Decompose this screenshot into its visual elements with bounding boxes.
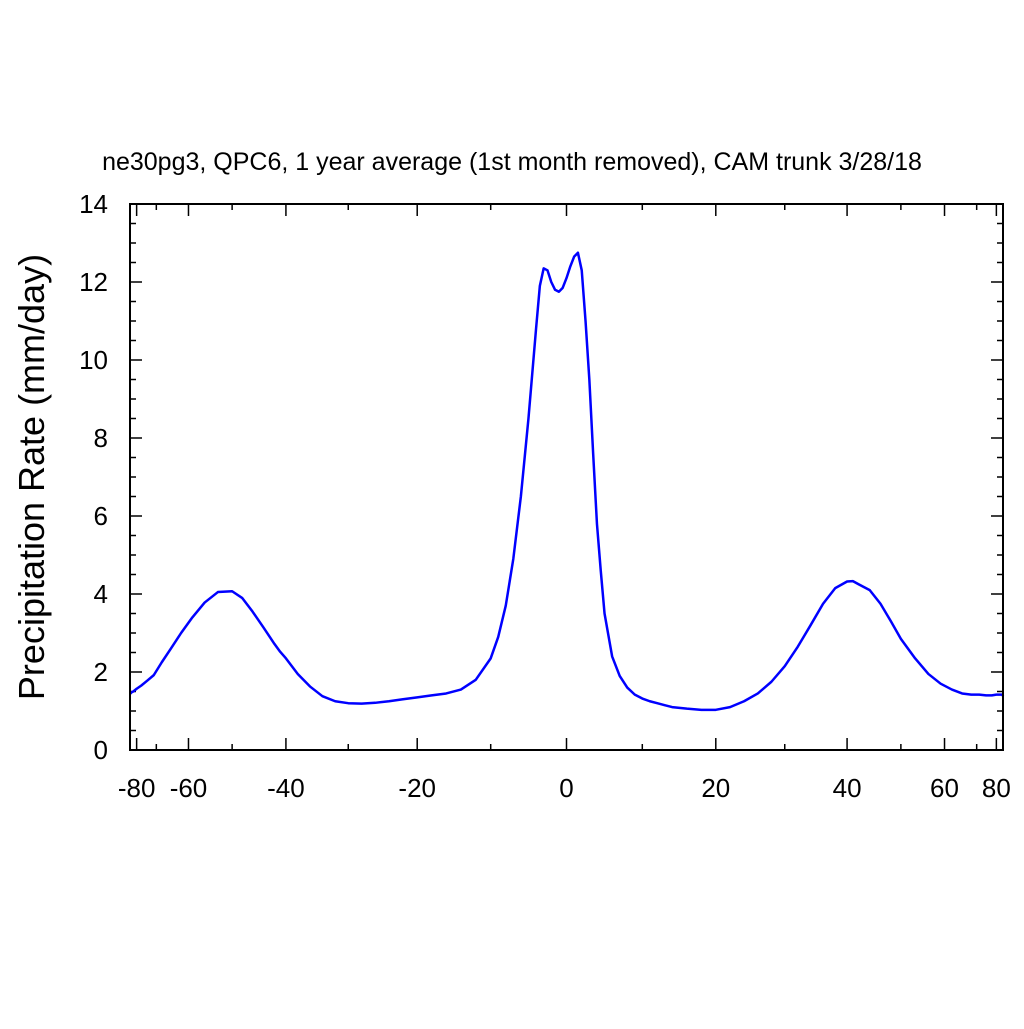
y-tick-labels: 0 2 4 6 8 10 12 14 <box>79 189 108 765</box>
y-tick-label: 8 <box>94 423 108 453</box>
chart-title: ne30pg3, QPC6, 1 year average (1st month… <box>102 148 922 176</box>
series-layer <box>128 251 1005 712</box>
y-tick-label: 2 <box>94 657 108 687</box>
x-tick-label: -60 <box>170 773 208 803</box>
x-tick-label: 60 <box>930 773 959 803</box>
x-tick-label: -40 <box>267 773 305 803</box>
x-tick-label: -20 <box>398 773 436 803</box>
y-axis-label: Precipitation Rate (mm/day) <box>11 254 52 700</box>
x-tick-label: 40 <box>833 773 862 803</box>
y-tick-label: 4 <box>94 579 108 609</box>
x-tick-label: 80 <box>982 773 1011 803</box>
y-tick-label: 12 <box>79 267 108 297</box>
x-tick-label: -80 <box>118 773 156 803</box>
series-line <box>128 251 1005 712</box>
y-tick-label: 14 <box>79 189 108 219</box>
plot-frame <box>129 203 1004 751</box>
x-tick-labels: -80 -60 -40 -20 0 20 40 60 80 <box>118 773 1011 803</box>
y-tick-label: 0 <box>94 735 108 765</box>
y-tick-label: 10 <box>79 345 108 375</box>
x-tick-label: 20 <box>701 773 730 803</box>
y-tick-label: 6 <box>94 501 108 531</box>
x-tick-label: 0 <box>559 773 573 803</box>
